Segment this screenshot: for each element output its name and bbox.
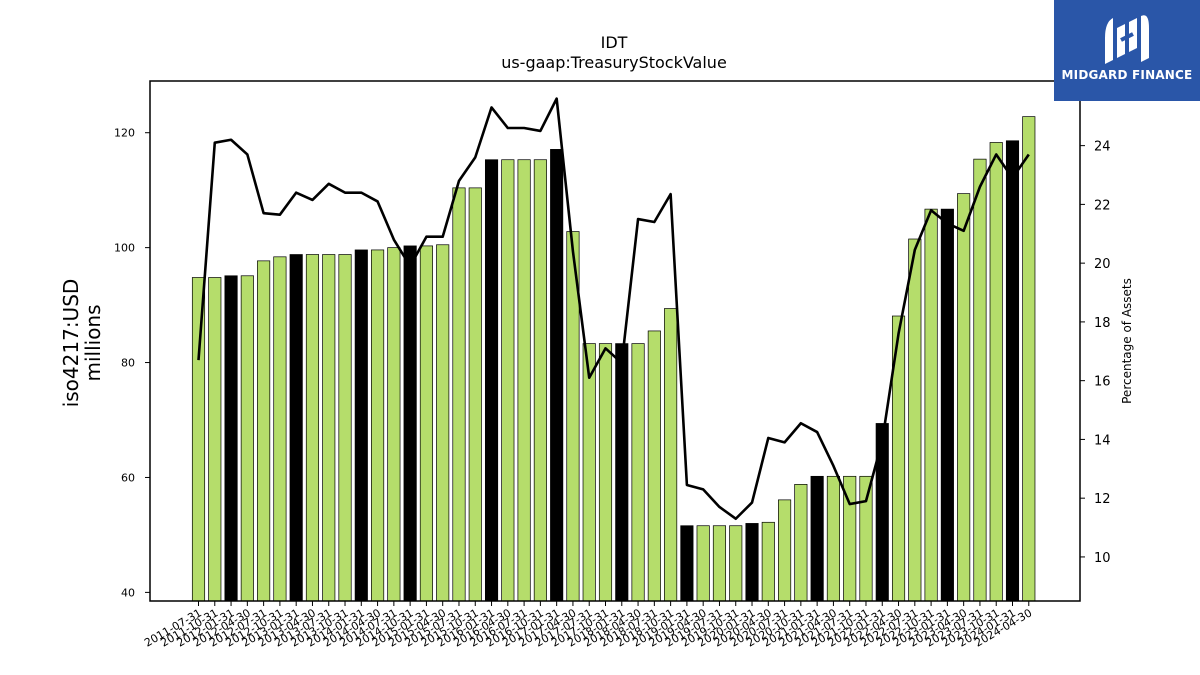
bar-2016-01-31 <box>484 159 499 602</box>
x-axis: 2011-07-312011-10-312012-01-312012-04-30… <box>142 601 1034 650</box>
bar-2022-07-31 <box>908 238 922 602</box>
left-tick-label: 100 <box>114 242 135 255</box>
left-axis-label-line1: iso4217:USD <box>59 279 83 408</box>
right-axis: 10 12 14 16 18 20 22 24 <box>1080 140 1111 566</box>
bar-2014-10-31 <box>403 245 417 602</box>
right-axis-label: Percentage of Assets <box>1120 278 1134 404</box>
bar-2021-04-30 <box>826 475 840 602</box>
left-tick-label: 40 <box>121 586 135 599</box>
bar-2023-01-31 <box>940 208 954 602</box>
bar-2024-01-31 <box>1005 140 1020 602</box>
bar-2015-01-31 <box>419 245 433 602</box>
chart-subtitle: us-gaap:TreasuryStockValue <box>501 53 727 72</box>
bar-2017-10-31 <box>598 343 613 602</box>
bar-2023-10-31 <box>989 142 1003 602</box>
bar-2018-01-31 <box>615 343 629 602</box>
midgard-finance-logo: MIDGARD FINANCE <box>1054 0 1200 101</box>
bar-2014-01-31 <box>354 249 368 602</box>
bar-2023-07-31 <box>973 158 987 602</box>
logo-text: MIDGARD FINANCE <box>1061 68 1193 82</box>
bar-2018-07-31 <box>647 330 661 602</box>
right-tick-label: 18 <box>1094 316 1111 331</box>
bar-2018-10-31 <box>664 308 678 602</box>
left-axis-label-line2: millions <box>81 304 105 381</box>
bar-2023-04-30 <box>957 193 971 602</box>
bar-2011-07-31 <box>191 277 206 602</box>
bar-2015-10-31 <box>468 187 482 602</box>
bar-2013-07-31 <box>322 254 336 602</box>
bar-2015-07-31 <box>452 187 466 602</box>
chart-title: IDT <box>601 33 628 52</box>
bar-2013-04-30 <box>305 254 320 602</box>
bar-2017-07-31 <box>582 343 596 602</box>
bar-2014-04-30 <box>371 249 385 602</box>
bar-2020-04-30 <box>761 521 775 602</box>
percentage-of-assets-line <box>197 97 1030 521</box>
right-tick-label: 16 <box>1094 375 1111 390</box>
left-tick-label: 60 <box>121 471 135 484</box>
bar-2019-01-31 <box>680 525 694 602</box>
right-tick-label: 22 <box>1094 198 1111 213</box>
left-tick-label: 80 <box>121 357 135 370</box>
right-tick-label: 24 <box>1094 140 1111 155</box>
bar-2016-10-31 <box>533 159 547 602</box>
right-tick-label: 10 <box>1094 551 1111 566</box>
bar-2021-01-31 <box>810 475 824 602</box>
bar-2016-07-31 <box>517 159 531 602</box>
bar-2020-10-31 <box>794 484 808 602</box>
right-tick-label: 20 <box>1094 257 1111 272</box>
bar-2019-07-31 <box>712 525 727 602</box>
bar-2019-10-31 <box>729 525 743 602</box>
bar-2022-10-31 <box>924 208 938 602</box>
bar-2012-01-31 <box>224 275 238 602</box>
bar-2011-10-31 <box>208 277 222 602</box>
bar-2015-04-30 <box>436 244 450 602</box>
bar-2017-01-31 <box>550 149 564 602</box>
left-axis: 40 60 80 100 120 <box>114 127 150 599</box>
bar-2012-04-30 <box>240 275 254 602</box>
bar-2020-07-31 <box>778 499 792 602</box>
bar-2022-01-31 <box>875 423 889 602</box>
bar-2019-04-30 <box>696 525 710 602</box>
bar-2024-04-30 <box>1022 116 1036 602</box>
left-tick-label: 120 <box>114 127 135 140</box>
bar-2016-04-30 <box>501 159 515 602</box>
bar-2013-01-31 <box>289 254 303 602</box>
bar-2012-07-31 <box>257 260 271 602</box>
bar-2021-10-31 <box>859 475 873 602</box>
bar-2020-01-31 <box>745 523 759 602</box>
bar-2014-07-31 <box>387 247 401 602</box>
right-tick-label: 14 <box>1094 433 1111 448</box>
line-layer <box>197 97 1030 521</box>
plot-frame <box>149 80 1081 602</box>
bar-2012-10-31 <box>273 256 287 602</box>
right-tick-label: 12 <box>1094 492 1111 507</box>
bar-2013-10-31 <box>338 254 352 602</box>
bars <box>191 116 1036 602</box>
logo-mark-icon <box>1105 15 1149 64</box>
bar-2018-04-30 <box>631 343 645 602</box>
